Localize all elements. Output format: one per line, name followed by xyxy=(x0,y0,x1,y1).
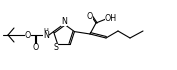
Text: N: N xyxy=(61,17,67,25)
Text: H: H xyxy=(44,28,48,34)
Text: S: S xyxy=(53,43,58,52)
Text: O: O xyxy=(25,31,31,39)
Text: OH: OH xyxy=(105,14,117,22)
Text: N: N xyxy=(43,31,49,39)
Text: O: O xyxy=(87,11,93,21)
Text: O: O xyxy=(33,43,39,52)
